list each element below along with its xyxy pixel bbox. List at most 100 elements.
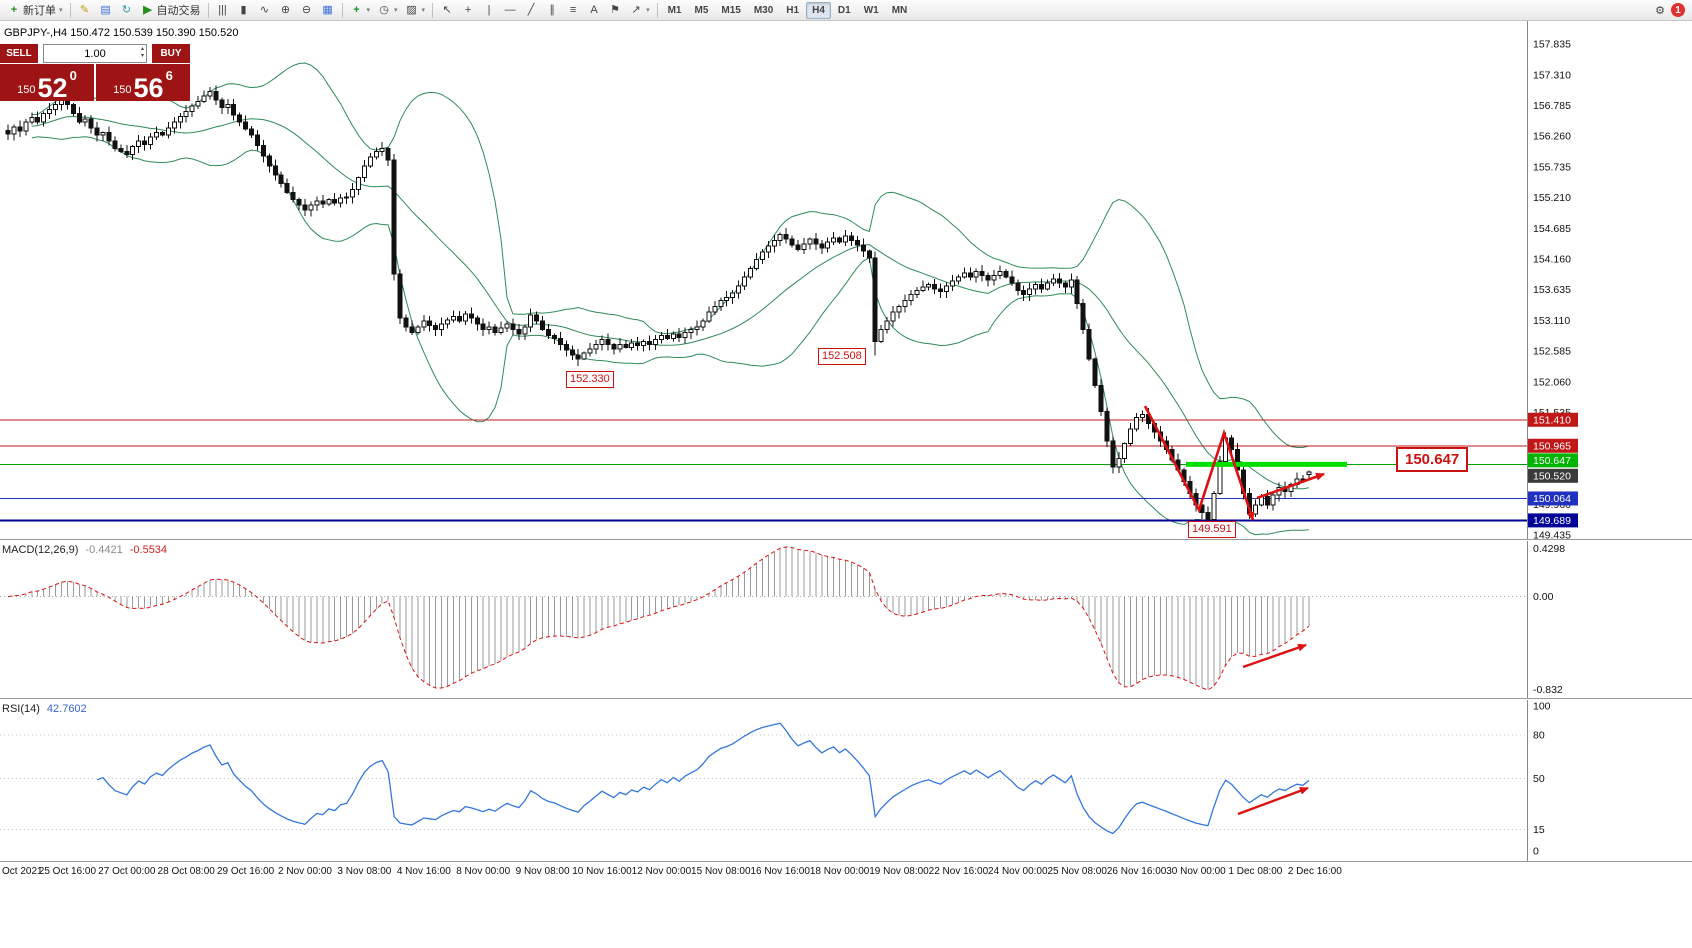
timeframe-w1[interactable]: W1 bbox=[863, 4, 879, 16]
buy-price-main: 56 bbox=[133, 72, 164, 103]
chevron-down-icon: ▾ bbox=[366, 7, 371, 14]
channel-icon: ∥ bbox=[549, 3, 555, 16]
panel-separator[interactable] bbox=[0, 698, 1692, 700]
one-click-trading-panel: SELL 1.00 ▴ ▾ BUY 150 52 0 150 56 6 bbox=[0, 44, 190, 101]
toolbar-separator bbox=[432, 2, 434, 18]
toolbar-separator bbox=[656, 2, 658, 18]
new-order-button[interactable]: + 新订单 ▾ bbox=[4, 2, 66, 19]
candlestick-button[interactable]: ▮ bbox=[234, 2, 254, 19]
timeframe-m15[interactable]: M15 bbox=[721, 4, 741, 16]
volume-spinner[interactable]: ▴ ▾ bbox=[141, 46, 144, 60]
price-annotation[interactable]: 152.508 bbox=[818, 348, 866, 365]
spin-up-icon[interactable]: ▴ bbox=[140, 46, 144, 52]
notification-badge[interactable]: 1 bbox=[1671, 3, 1685, 17]
chevron-down-icon: ▾ bbox=[646, 7, 650, 14]
macd-canvas[interactable]: 0.4298 0.00 -0.832 bbox=[0, 541, 1692, 698]
play-icon: ▶ bbox=[143, 3, 152, 16]
text-button[interactable]: A bbox=[584, 2, 604, 19]
rsi-name: RSI(14) bbox=[2, 703, 40, 715]
time-axis: Oct 2021 25 Oct 16:00 27 Oct 00:00 28 Oct 0… bbox=[0, 863, 1692, 881]
trendline-icon: ╱ bbox=[527, 3, 535, 16]
svg-text:50: 50 bbox=[1533, 773, 1545, 785]
time-tick: 9 Nov 08:00 bbox=[515, 866, 570, 877]
price-annotation[interactable]: 150.647 bbox=[1396, 447, 1469, 473]
svg-text:153.635: 153.635 bbox=[1533, 284, 1571, 296]
bar-chart-button[interactable]: ||| bbox=[213, 2, 233, 19]
volume-value: 1.00 bbox=[84, 47, 106, 60]
tile-windows-button[interactable]: ▦ bbox=[318, 2, 338, 19]
price-annotation[interactable]: 149.591 bbox=[1188, 521, 1236, 538]
svg-text:154.160: 154.160 bbox=[1533, 253, 1571, 265]
template-icon: ▨ bbox=[406, 3, 417, 16]
svg-text:157.835: 157.835 bbox=[1533, 39, 1571, 51]
time-tick: 15 Nov 08:00 bbox=[691, 866, 751, 877]
crosshair-button[interactable]: + bbox=[458, 2, 478, 19]
trendline-button[interactable]: ╱ bbox=[521, 2, 541, 19]
sell-price-main: 52 bbox=[37, 72, 68, 103]
toolbar-separator bbox=[69, 2, 71, 18]
cursor-button[interactable]: ↖ bbox=[437, 2, 457, 19]
svg-text:149.689: 149.689 bbox=[1533, 515, 1571, 527]
panel-separator[interactable] bbox=[0, 539, 1692, 541]
editor-icon: ✎ bbox=[79, 3, 90, 16]
panel-separator[interactable] bbox=[0, 861, 1692, 863]
indicators-icon: + bbox=[353, 3, 360, 16]
svg-text:-0.832: -0.832 bbox=[1533, 684, 1563, 696]
time-tick: 12 Nov 00:00 bbox=[631, 866, 692, 877]
sell-price-prefix: 150 bbox=[17, 84, 36, 96]
timeframe-d1[interactable]: D1 bbox=[837, 4, 851, 16]
timeframe-m1[interactable]: M1 bbox=[667, 4, 682, 16]
timeframe-h1[interactable]: H1 bbox=[786, 4, 800, 16]
sell-tab[interactable]: SELL bbox=[0, 44, 38, 63]
time-tick: 4 Nov 16:00 bbox=[396, 866, 451, 877]
toolbar-separator bbox=[207, 2, 209, 18]
svg-text:0.4298: 0.4298 bbox=[1533, 543, 1565, 555]
buy-tab[interactable]: BUY bbox=[152, 44, 190, 63]
price-annotation[interactable]: 152.330 bbox=[566, 371, 614, 388]
timeframe-mn[interactable]: MN bbox=[891, 4, 908, 16]
rsi-canvas[interactable]: 100 80 50 15 0 bbox=[0, 700, 1692, 861]
chevron-down-icon: ▾ bbox=[421, 7, 426, 14]
refresh-icon: ↻ bbox=[121, 3, 132, 16]
svg-text:154.685: 154.685 bbox=[1533, 223, 1571, 235]
settings-icon[interactable]: ⚙ bbox=[1655, 4, 1665, 17]
svg-text:153.110: 153.110 bbox=[1533, 315, 1570, 327]
horizontal-line-button[interactable]: — bbox=[500, 2, 520, 19]
auto-trading-label: 自动交易 bbox=[156, 5, 201, 17]
line-chart-icon: ∿ bbox=[259, 3, 270, 16]
svg-text:152.060: 152.060 bbox=[1533, 376, 1571, 388]
spin-down-icon[interactable]: ▾ bbox=[140, 53, 144, 60]
line-chart-button[interactable]: ∿ bbox=[255, 2, 275, 19]
fibonacci-button[interactable]: ≡ bbox=[563, 2, 583, 19]
time-tick: 25 Nov 08:00 bbox=[1047, 866, 1107, 877]
time-tick: 24 Nov 00:00 bbox=[988, 866, 1048, 877]
indicators-button[interactable]: + ▾ bbox=[347, 2, 374, 19]
channel-button[interactable]: ∥ bbox=[542, 2, 562, 19]
sell-button[interactable]: 150 52 0 bbox=[0, 64, 94, 101]
zoom-in-button[interactable]: ⊕ bbox=[276, 2, 296, 19]
templates-button[interactable]: ▨ ▾ bbox=[402, 2, 429, 19]
timeframe-m30[interactable]: M30 bbox=[753, 4, 774, 16]
price-chart-canvas[interactable]: 157.835 157.310 156.785 156.260 155.735 155.2… bbox=[0, 21, 1692, 539]
time-tick: 25 Oct 16:00 bbox=[38, 866, 97, 877]
layouts-button[interactable]: ▤ bbox=[96, 2, 116, 19]
sell-price-sup: 0 bbox=[69, 68, 77, 83]
timeframe-h4[interactable]: H4 bbox=[806, 1, 831, 19]
periods-button[interactable]: ◷ ▾ bbox=[374, 2, 401, 19]
label-button[interactable]: ⚑ bbox=[605, 2, 625, 19]
auto-trading-button[interactable]: ▶ 自动交易 bbox=[138, 2, 204, 19]
svg-text:157.310: 157.310 bbox=[1533, 69, 1571, 81]
metaeditor-button[interactable]: ✎ bbox=[75, 2, 95, 19]
symbol-info: GBPJPY-,H4 150.472 150.539 150.390 150.5… bbox=[4, 27, 239, 39]
rsi-value: 42.7602 bbox=[46, 703, 87, 715]
chevron-down-icon: ▾ bbox=[394, 7, 398, 14]
vertical-line-button[interactable]: | bbox=[479, 2, 499, 19]
zoom-out-button[interactable]: ⊖ bbox=[297, 2, 317, 19]
arrows-button[interactable]: ↗ ▾ bbox=[626, 2, 653, 19]
volume-input[interactable]: 1.00 ▴ ▾ bbox=[43, 44, 147, 63]
buy-button[interactable]: 150 56 6 bbox=[96, 64, 190, 101]
timeframe-m5[interactable]: M5 bbox=[694, 4, 709, 16]
horizontal-line-icon: — bbox=[504, 3, 516, 16]
refresh-button[interactable]: ↻ bbox=[117, 2, 137, 19]
svg-text:100: 100 bbox=[1533, 701, 1551, 713]
